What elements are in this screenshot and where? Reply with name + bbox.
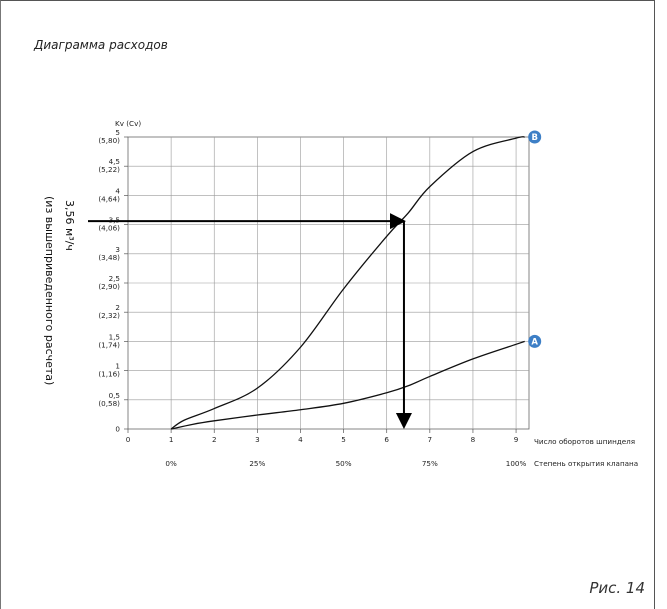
x-tick-label: 1 xyxy=(169,435,174,444)
series-line-A xyxy=(171,341,525,429)
x-tick-label: 6 xyxy=(384,435,389,444)
y-tick-cv-label: (2,90) xyxy=(98,282,120,291)
y-tick-cv-label: (5,80) xyxy=(98,136,120,145)
y-axis-ticks: 00,5(0,58)1(1,16)1,5(1,74)2(2,32)2,5(2,9… xyxy=(98,128,128,434)
x-tick-label: 9 xyxy=(514,435,519,444)
side-value-label: 3,56 м³/ч xyxy=(63,200,76,251)
percent-tick-label: 25% xyxy=(249,459,265,468)
x-tick-label: 0 xyxy=(126,435,131,444)
percent-tick-label: 50% xyxy=(336,459,352,468)
y-tick-cv-label: (1,74) xyxy=(98,340,120,349)
percent-axis-ticks: 0% 25% 50% 75% 100% xyxy=(165,459,526,468)
x-tick-label: 5 xyxy=(341,435,346,444)
x-axis-ticks: 0 1 2 3 4 5 6 7 8 9 xyxy=(126,429,519,444)
y-tick-cv-label: (0,58) xyxy=(98,399,120,408)
series-label-B: B xyxy=(531,133,537,143)
y-tick-cv-label: (2,32) xyxy=(98,311,120,320)
percent-tick-label: 100% xyxy=(506,459,527,468)
y-tick-label: 0 xyxy=(115,425,120,434)
grid xyxy=(128,137,529,429)
percent-tick-label: 0% xyxy=(165,459,177,468)
y-tick-cv-label: (3,48) xyxy=(98,253,120,262)
y-tick-cv-label: (4,06) xyxy=(98,224,120,233)
y-tick-cv-label: (4,64) xyxy=(98,194,120,203)
x-tick-label: 3 xyxy=(255,435,260,444)
y-tick-cv-label: (1,16) xyxy=(98,370,120,379)
series-label-A: A xyxy=(531,337,538,347)
series-group: BA xyxy=(171,131,541,430)
reading-lines xyxy=(88,221,404,427)
y-axis-label-top: Kv (Cv) xyxy=(115,119,141,128)
x-axis-label: Число оборотов шпинделя xyxy=(534,437,635,446)
x-tick-label: 7 xyxy=(428,435,433,444)
x-axis2-label: Степень открытия клапана xyxy=(534,459,638,468)
y-tick-cv-label: (5,22) xyxy=(98,165,120,174)
side-note-label: (из вышеприведенного расчета) xyxy=(43,196,56,385)
x-tick-label: 4 xyxy=(298,435,303,444)
x-tick-label: 2 xyxy=(212,435,217,444)
x-tick-label: 8 xyxy=(471,435,476,444)
percent-tick-label: 75% xyxy=(422,459,438,468)
